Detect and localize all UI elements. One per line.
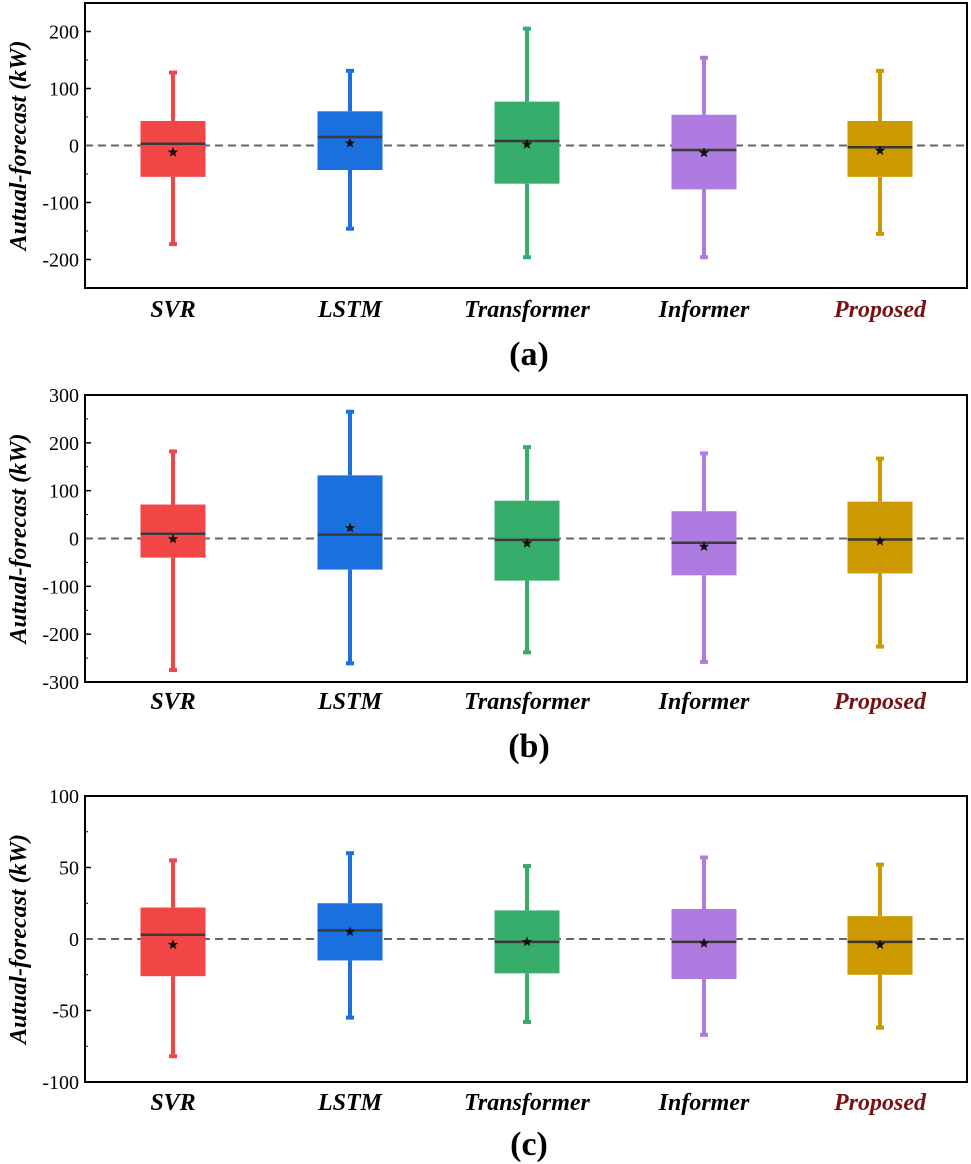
category-label-transformer: Transformer bbox=[464, 689, 590, 715]
mean-marker bbox=[167, 533, 179, 544]
mean-marker bbox=[874, 145, 886, 156]
mean-marker bbox=[167, 939, 179, 950]
category-label-svr: SVR bbox=[150, 1090, 195, 1116]
box-proposed bbox=[847, 68, 913, 236]
category-label-svr: SVR bbox=[150, 297, 195, 323]
y-tick-label: -300 bbox=[42, 672, 79, 694]
mean-marker bbox=[521, 936, 533, 947]
box-transformer bbox=[494, 26, 560, 260]
y-tick-label: 0 bbox=[69, 929, 79, 951]
y-tick-label: -50 bbox=[52, 1001, 79, 1023]
category-label-informer: Informer bbox=[658, 297, 750, 323]
panel-b: -300 -200 -100 0 100 200 300 SVR LSTM Transformer… bbox=[6, 385, 968, 765]
mean-marker bbox=[698, 937, 710, 948]
category-label-lstm: LSTM bbox=[317, 1090, 384, 1116]
category-label-proposed: Proposed bbox=[833, 297, 927, 323]
category-label-transformer: Transformer bbox=[464, 1090, 590, 1116]
box-lstm bbox=[317, 68, 383, 231]
plot-frame bbox=[84, 394, 968, 683]
iqr-box bbox=[317, 475, 383, 570]
panel-a: -200 -100 0 100 200 SVR LSTM Transformer Informe… bbox=[6, 2, 968, 373]
mean-marker bbox=[521, 138, 533, 149]
y-tick-label: 100 bbox=[49, 79, 79, 101]
mean-marker bbox=[344, 926, 356, 937]
mean-marker bbox=[874, 939, 886, 950]
y-tick-label: -200 bbox=[42, 250, 79, 272]
plot-frame bbox=[84, 2, 968, 289]
y-tick-label: 0 bbox=[69, 529, 79, 551]
mean-marker bbox=[874, 535, 886, 546]
y-tick-label: -200 bbox=[42, 624, 79, 646]
mean-marker bbox=[521, 537, 533, 548]
y-axis-label: Autual-forecast (kW) bbox=[6, 834, 32, 1046]
mean-marker bbox=[698, 541, 710, 552]
mean-marker bbox=[167, 146, 179, 157]
mean-marker bbox=[344, 522, 356, 533]
category-label-informer: Informer bbox=[658, 1090, 750, 1116]
y-axis-label: Autual-forecast (kW) bbox=[6, 41, 32, 253]
panel-c: -100 -50 0 50 100 SVR LSTM Transformer Informer P… bbox=[6, 786, 968, 1163]
y-tick-label: 100 bbox=[49, 786, 79, 808]
box-informer bbox=[671, 855, 737, 1037]
box-lstm bbox=[317, 851, 383, 1020]
panel-label: (b) bbox=[508, 728, 550, 765]
y-tick-label: -100 bbox=[42, 1072, 79, 1094]
plot-frame bbox=[84, 795, 968, 1083]
box-svr bbox=[140, 70, 206, 247]
mean-marker bbox=[698, 147, 710, 158]
y-tick-label: 0 bbox=[69, 136, 79, 158]
y-tick-label: 200 bbox=[49, 433, 79, 455]
category-label-lstm: LSTM bbox=[317, 297, 384, 323]
iqr-box bbox=[140, 504, 206, 558]
box-informer bbox=[671, 55, 737, 260]
category-label-svr: SVR bbox=[150, 689, 195, 715]
y-axis-label: Autual-forecast (kW) bbox=[6, 434, 32, 646]
box-informer bbox=[671, 451, 737, 664]
category-label-proposed: Proposed bbox=[833, 1090, 927, 1116]
category-label-transformer: Transformer bbox=[464, 297, 590, 323]
y-tick-label: -100 bbox=[42, 576, 79, 598]
panel-label: (c) bbox=[510, 1126, 548, 1163]
y-tick-label: 300 bbox=[49, 385, 79, 407]
box-transformer bbox=[494, 864, 560, 1024]
box-transformer bbox=[494, 445, 560, 655]
box-proposed bbox=[847, 862, 913, 1030]
category-label-proposed: Proposed bbox=[833, 689, 927, 715]
box-svr bbox=[140, 449, 206, 673]
y-tick-label: -100 bbox=[42, 193, 79, 215]
box-lstm bbox=[317, 409, 383, 666]
category-label-informer: Informer bbox=[658, 689, 750, 715]
y-tick-label: 200 bbox=[49, 22, 79, 44]
panel-label: (a) bbox=[509, 336, 549, 373]
mean-marker bbox=[344, 137, 356, 148]
category-label-lstm: LSTM bbox=[317, 689, 384, 715]
box-svr bbox=[140, 858, 206, 1059]
y-tick-label: 50 bbox=[59, 858, 79, 880]
box-proposed bbox=[847, 456, 913, 649]
y-tick-label: 100 bbox=[49, 481, 79, 503]
